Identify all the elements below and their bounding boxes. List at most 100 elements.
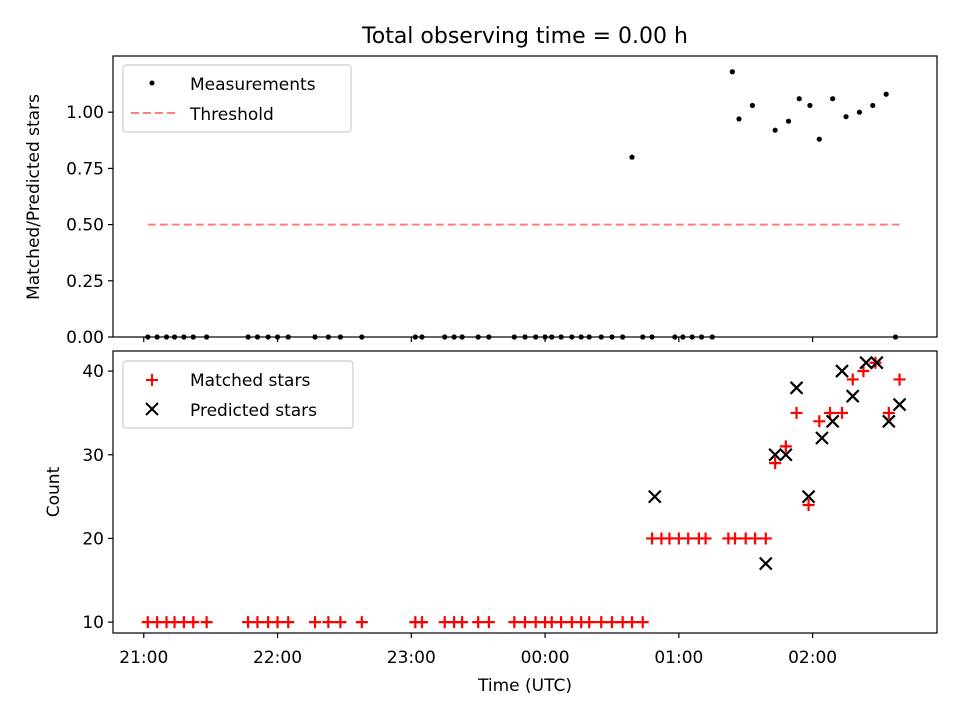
count-panel: 10 20 30 40 21:00 22:00 23:00 00:00 01:00 02:00 C…	[44, 350, 938, 696]
matched-stars-point	[282, 616, 295, 629]
measurements-point	[870, 102, 876, 109]
predicted-stars-point	[870, 355, 884, 370]
predicted-stars-point	[768, 447, 782, 462]
predicted-stars-point	[892, 397, 907, 412]
measurements-point	[772, 127, 778, 133]
matched-stars-point	[334, 616, 347, 629]
matched-stars-point	[802, 498, 815, 511]
predicted-stars-point	[801, 489, 816, 504]
count-plot-area: 10 20 30 40 21:00 22:00 23:00 00:00 01:00 02:00	[82, 355, 907, 668]
matched-stars-point	[251, 616, 264, 629]
legend-marker-matched	[146, 374, 158, 386]
measurements-point	[629, 154, 635, 160]
matched-stars-point	[187, 616, 200, 629]
count-legend: Matched stars Predicted stars	[122, 360, 354, 429]
predicted-stars-point	[845, 389, 860, 403]
count-ytick-label: 20	[82, 529, 104, 549]
ratio-axes-frame	[112, 55, 938, 338]
count-xtick-label: 00:00	[521, 648, 570, 668]
predicted-stars-point	[647, 489, 662, 504]
legend-label-matched: Matched stars	[190, 371, 310, 391]
ratio-ytick-label: 0.50	[66, 216, 104, 236]
matched-stars-point	[472, 616, 485, 629]
matched-stars-point	[482, 616, 495, 629]
measurements-point	[816, 136, 822, 142]
predicted-stars-point	[779, 447, 793, 462]
ratio-ylabel: Matched/Predicted stars	[24, 94, 44, 300]
ratio-ytick-label: 0.00	[66, 328, 104, 348]
count-xtick-label: 23:00	[387, 648, 436, 668]
matched-stars-point	[595, 616, 608, 629]
measurements-point	[883, 91, 889, 97]
legend-marker-predicted	[145, 402, 159, 416]
predicted-stars-point	[825, 414, 840, 429]
measurements-point	[749, 102, 756, 109]
matched-stars-point	[605, 616, 618, 629]
predicted-stars-point	[789, 381, 804, 395]
count-ytick-label: 30	[82, 446, 104, 466]
count-xtick-label: 21:00	[119, 648, 168, 668]
matched-stars-point	[790, 406, 803, 419]
matched-stars-point	[813, 415, 826, 428]
matched-stars-point	[308, 616, 321, 629]
ratio-panel: 0.00 0.25 0.50 0.75 1.00 Matched/Predicted s…	[24, 55, 938, 348]
matched-stars-point	[749, 532, 762, 545]
matched-stars-point	[882, 406, 895, 419]
matched-stars-point	[416, 616, 428, 629]
count-ytick-label: 40	[82, 362, 104, 382]
matched-stars-point	[729, 532, 742, 545]
matched-stars-point	[355, 616, 368, 629]
matched-stars-point	[636, 616, 649, 629]
matched-stars-point	[699, 532, 712, 545]
ratio-legend-box	[122, 64, 352, 133]
measurements-point	[796, 96, 802, 102]
ratio-legend: Measurements Threshold	[122, 64, 352, 133]
count-legend-box	[122, 360, 354, 429]
legend-marker-measurements	[149, 80, 155, 86]
matched-stars-point	[857, 365, 870, 378]
count-xlabel: Time (UTC)	[477, 676, 572, 696]
matched-stars-point	[836, 406, 849, 419]
measurements-point	[830, 96, 836, 102]
count-axes-frame	[112, 350, 938, 634]
matched-stars-point	[508, 616, 521, 629]
ratio-ytick-label: 0.25	[66, 272, 104, 292]
measurements-point	[807, 102, 813, 109]
measurements-point	[843, 114, 849, 120]
legend-label-predicted: Predicted stars	[190, 401, 317, 421]
matched-stars-point	[200, 616, 213, 629]
predicted-stars-point	[835, 364, 849, 378]
matched-stars-point	[626, 616, 639, 629]
matched-stars-point	[555, 616, 568, 629]
matched-stars-point	[322, 616, 335, 629]
ratio-ytick-label: 0.75	[66, 159, 104, 179]
count-xtick-label: 01:00	[654, 648, 703, 668]
matched-stars-point	[823, 406, 836, 419]
ratio-ytick-label: 1.00	[66, 103, 104, 123]
matched-stars-point	[779, 440, 792, 453]
matched-stars-point	[682, 532, 695, 545]
matched-stars-point	[271, 616, 284, 629]
count-ylabel: Count	[44, 466, 64, 517]
matched-stars-point	[456, 616, 469, 629]
matched-stars-point	[519, 616, 531, 629]
measurements-point	[856, 109, 863, 115]
predicted-stars-point	[859, 355, 873, 370]
count-ytick-label: 10	[82, 613, 104, 633]
measurements-point	[729, 69, 735, 75]
matched-stars-point	[769, 457, 782, 470]
matched-stars-point	[583, 616, 596, 629]
matched-stars-point	[846, 373, 859, 386]
count-xtick-label: 22:00	[253, 648, 302, 668]
predicted-stars-point	[882, 414, 896, 429]
measurements-point	[736, 116, 742, 122]
legend-label-measurements: Measurements	[190, 75, 316, 95]
predicted-stars-point	[759, 556, 773, 571]
measurements-point	[785, 118, 792, 124]
matched-stars-point	[893, 373, 906, 386]
count-xtick-label: 02:00	[788, 648, 837, 668]
figure-title: Total observing time = 0.00 h	[361, 24, 688, 49]
predicted-stars-point	[815, 431, 829, 445]
matched-stars-point	[759, 532, 772, 545]
